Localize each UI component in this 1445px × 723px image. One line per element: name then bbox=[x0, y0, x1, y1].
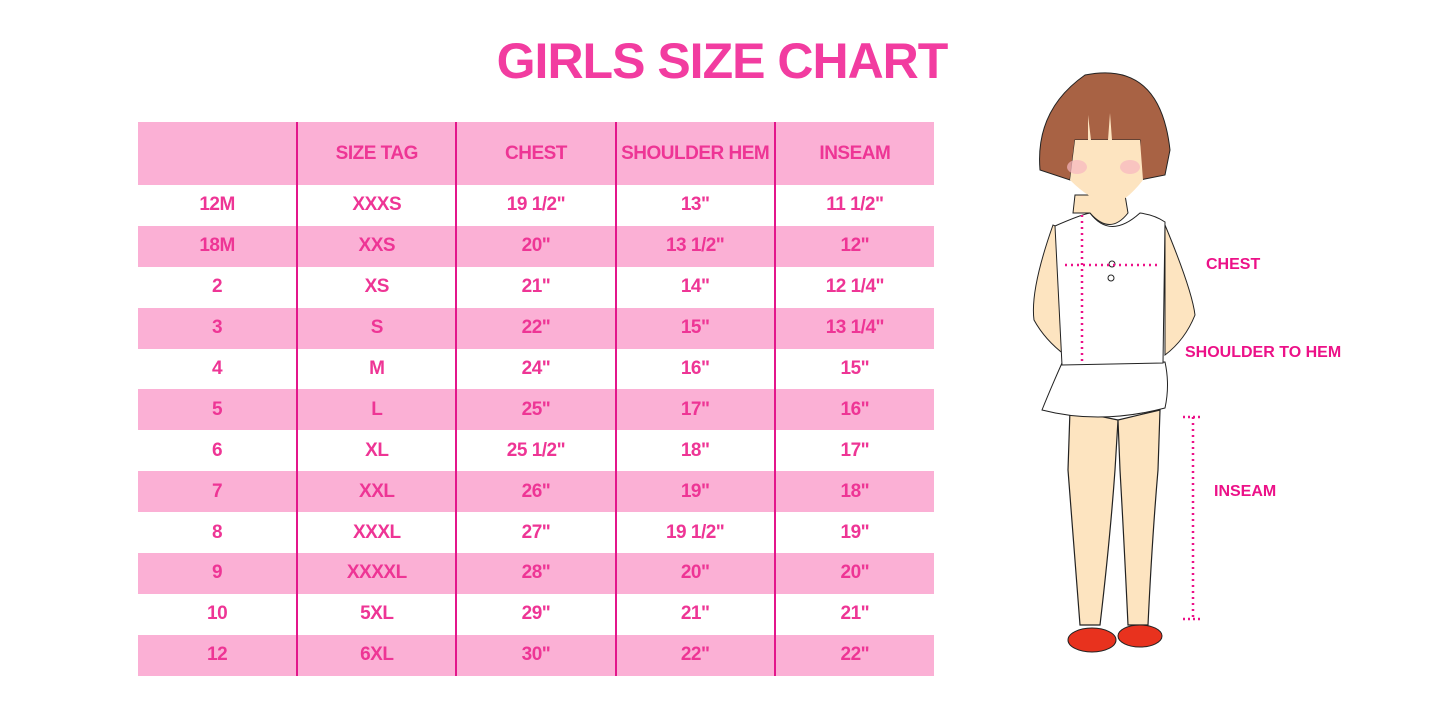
table-row: 10 5XL 29" 21" 21" bbox=[138, 593, 934, 635]
table-row: 4 M 24" 16" 15" bbox=[138, 348, 934, 390]
header-cell bbox=[138, 122, 298, 185]
table-header-row: SIZE TAG CHEST SHOULDER HEM INSEAM bbox=[138, 122, 934, 185]
table-cell: 7 bbox=[138, 471, 298, 513]
table-cell: XXL bbox=[296, 471, 457, 513]
table-cell: 12 1/4" bbox=[773, 266, 934, 308]
table-cell: 11 1/2" bbox=[773, 185, 934, 226]
table-cell: S bbox=[296, 307, 457, 349]
table-cell: 5XL bbox=[296, 593, 457, 635]
table-row: 3 S 22" 15" 13 1/4" bbox=[138, 307, 934, 349]
inseam-label: INSEAM bbox=[1214, 483, 1277, 500]
table-cell: 19 1/2" bbox=[614, 512, 775, 554]
table-cell: 19" bbox=[773, 512, 934, 554]
table-cell: M bbox=[296, 348, 457, 390]
chest-label: CHEST bbox=[1206, 256, 1261, 273]
table-cell: 28" bbox=[455, 553, 616, 594]
table-cell: 13" bbox=[614, 185, 775, 226]
table-cell: L bbox=[296, 389, 457, 431]
header-cell: SIZE TAG bbox=[296, 122, 457, 185]
table-cell: 21" bbox=[773, 593, 934, 635]
table-cell: 18" bbox=[614, 430, 775, 472]
size-table: SIZE TAG CHEST SHOULDER HEM INSEAM 12M XX… bbox=[138, 122, 934, 676]
table-row: 2 XS 21" 14" 12 1/4" bbox=[138, 266, 934, 308]
table-cell: 21" bbox=[614, 593, 775, 635]
table-cell: XL bbox=[296, 430, 457, 472]
table-cell: 6 bbox=[212, 439, 223, 461]
header-cell: INSEAM bbox=[773, 122, 934, 185]
table-cell: 13 1/2" bbox=[614, 225, 775, 267]
table-cell: 17" bbox=[773, 430, 934, 472]
table-cell: 27" bbox=[455, 512, 616, 554]
table-cell: 22" bbox=[455, 307, 616, 349]
table-cell: 24" bbox=[455, 348, 616, 390]
table-row: 12M XXXS 19 1/2" 13" 11 1/2" bbox=[138, 185, 934, 226]
table-cell: 19 1/2" bbox=[455, 185, 616, 226]
table-row: 18M XXS 20" 13 1/2" 12" bbox=[138, 225, 934, 267]
table-cell: 10 bbox=[207, 603, 228, 625]
table-cell: 21" bbox=[455, 266, 616, 308]
table-cell: 18" bbox=[773, 471, 934, 513]
table-row: 8 XXXL 27" 19 1/2" 19" bbox=[138, 512, 934, 554]
table-row: 9 XXXXL 28" 20" 20" bbox=[138, 553, 934, 594]
table-cell: 16" bbox=[773, 389, 934, 431]
table-cell: 20" bbox=[455, 225, 616, 267]
table-cell: XXXXL bbox=[296, 553, 457, 594]
table-cell: 26" bbox=[455, 471, 616, 513]
table-cell: 9 bbox=[138, 553, 298, 594]
header-cell: SHOULDER HEM bbox=[614, 122, 775, 185]
table-cell: 19" bbox=[614, 471, 775, 513]
table-cell: 25" bbox=[455, 389, 616, 431]
girl-illustration bbox=[1032, 72, 1200, 653]
shoulder-to-hem-label: SHOULDER TO HEM bbox=[1185, 344, 1342, 361]
table-cell: 14" bbox=[614, 266, 775, 308]
table-row: 5 L 25" 17" 16" bbox=[138, 389, 934, 431]
table-cell: XXS bbox=[296, 225, 457, 267]
table-cell: 17" bbox=[614, 389, 775, 431]
table-cell: 4 bbox=[212, 358, 223, 379]
table-cell: 12 bbox=[138, 634, 298, 676]
table-cell: 12" bbox=[773, 225, 934, 267]
table-cell: 22" bbox=[614, 634, 775, 676]
table-cell: 25 1/2" bbox=[455, 430, 616, 472]
table-cell: 30" bbox=[455, 634, 616, 676]
table-row: 7 XXL 26" 19" 18" bbox=[138, 471, 934, 513]
table-cell: 15" bbox=[773, 348, 934, 390]
header-cell: CHEST bbox=[455, 122, 616, 185]
table-cell: 16" bbox=[614, 348, 775, 390]
table-cell: 8 bbox=[212, 521, 223, 543]
table-cell: 22" bbox=[773, 634, 934, 676]
table-cell: 5 bbox=[138, 389, 298, 431]
table-row: 6 XL 25 1/2" 18" 17" bbox=[138, 430, 934, 472]
table-row: 12 6XL 30" 22" 22" bbox=[138, 634, 934, 676]
table-cell: 20" bbox=[614, 553, 775, 594]
table-cell: 12M bbox=[199, 194, 235, 216]
table-cell: 2 bbox=[212, 276, 223, 298]
table-cell: XXXS bbox=[296, 185, 457, 226]
page-title: GIRLS SIZE CHART bbox=[496, 33, 949, 89]
table-cell: 18M bbox=[138, 225, 298, 267]
table-cell: 15" bbox=[614, 307, 775, 349]
table-cell: 29" bbox=[455, 593, 616, 635]
table-cell: 13 1/4" bbox=[773, 307, 934, 349]
table-cell: 3 bbox=[138, 307, 298, 349]
table-cell: 20" bbox=[773, 553, 934, 594]
table-cell: 6XL bbox=[296, 634, 457, 676]
table-cell: XXXL bbox=[296, 512, 457, 554]
table-cell: XS bbox=[296, 266, 457, 308]
